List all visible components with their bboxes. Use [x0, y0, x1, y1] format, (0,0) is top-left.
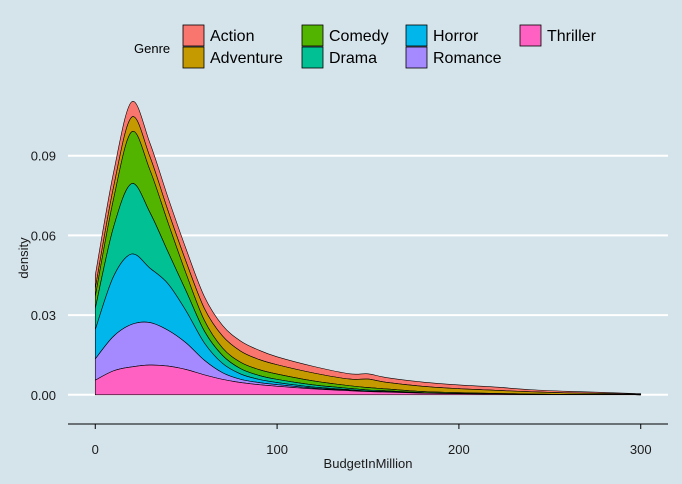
- legend-label-adventure: Adventure: [210, 50, 283, 67]
- legend-label-thriller: Thriller: [547, 28, 597, 45]
- y-tick-label: 0.06: [31, 228, 56, 243]
- axes: 0 100 200 300 0.00 0.03 0.06 0.09 BudgetInMillio…: [16, 149, 668, 471]
- x-tick-label: 0: [92, 442, 99, 457]
- legend-label-horror: Horror: [433, 28, 479, 45]
- y-tick-label: 0.00: [31, 388, 56, 403]
- density-areas: [94, 101, 642, 396]
- legend-label-comedy: Comedy: [329, 28, 389, 45]
- legend-label-romance: Romance: [433, 50, 502, 67]
- legend-swatch-action: [182, 24, 205, 47]
- y-tick-label: 0.03: [31, 308, 56, 323]
- legend: Genre Action Adventure Comedy Drama Horror Rom…: [134, 24, 597, 69]
- legend-swatch-comedy: [301, 24, 324, 47]
- y-axis-title: density: [16, 237, 31, 279]
- y-tick-label: 0.09: [31, 149, 56, 164]
- area-thriller: [94, 364, 641, 396]
- x-tick-label: 300: [630, 442, 652, 457]
- x-tick-label: 200: [448, 442, 470, 457]
- legend-swatch-drama: [301, 46, 324, 69]
- x-tick-label: 100: [266, 442, 288, 457]
- legend-swatch-adventure: [182, 46, 205, 69]
- legend-swatch-horror: [405, 24, 428, 47]
- legend-label-action: Action: [210, 28, 254, 45]
- legend-swatch-romance: [405, 46, 428, 69]
- x-axis-title: BudgetInMillion: [324, 456, 413, 471]
- legend-title: Genre: [134, 41, 170, 56]
- legend-label-drama: Drama: [329, 50, 377, 67]
- legend-swatch-thriller: [519, 24, 542, 47]
